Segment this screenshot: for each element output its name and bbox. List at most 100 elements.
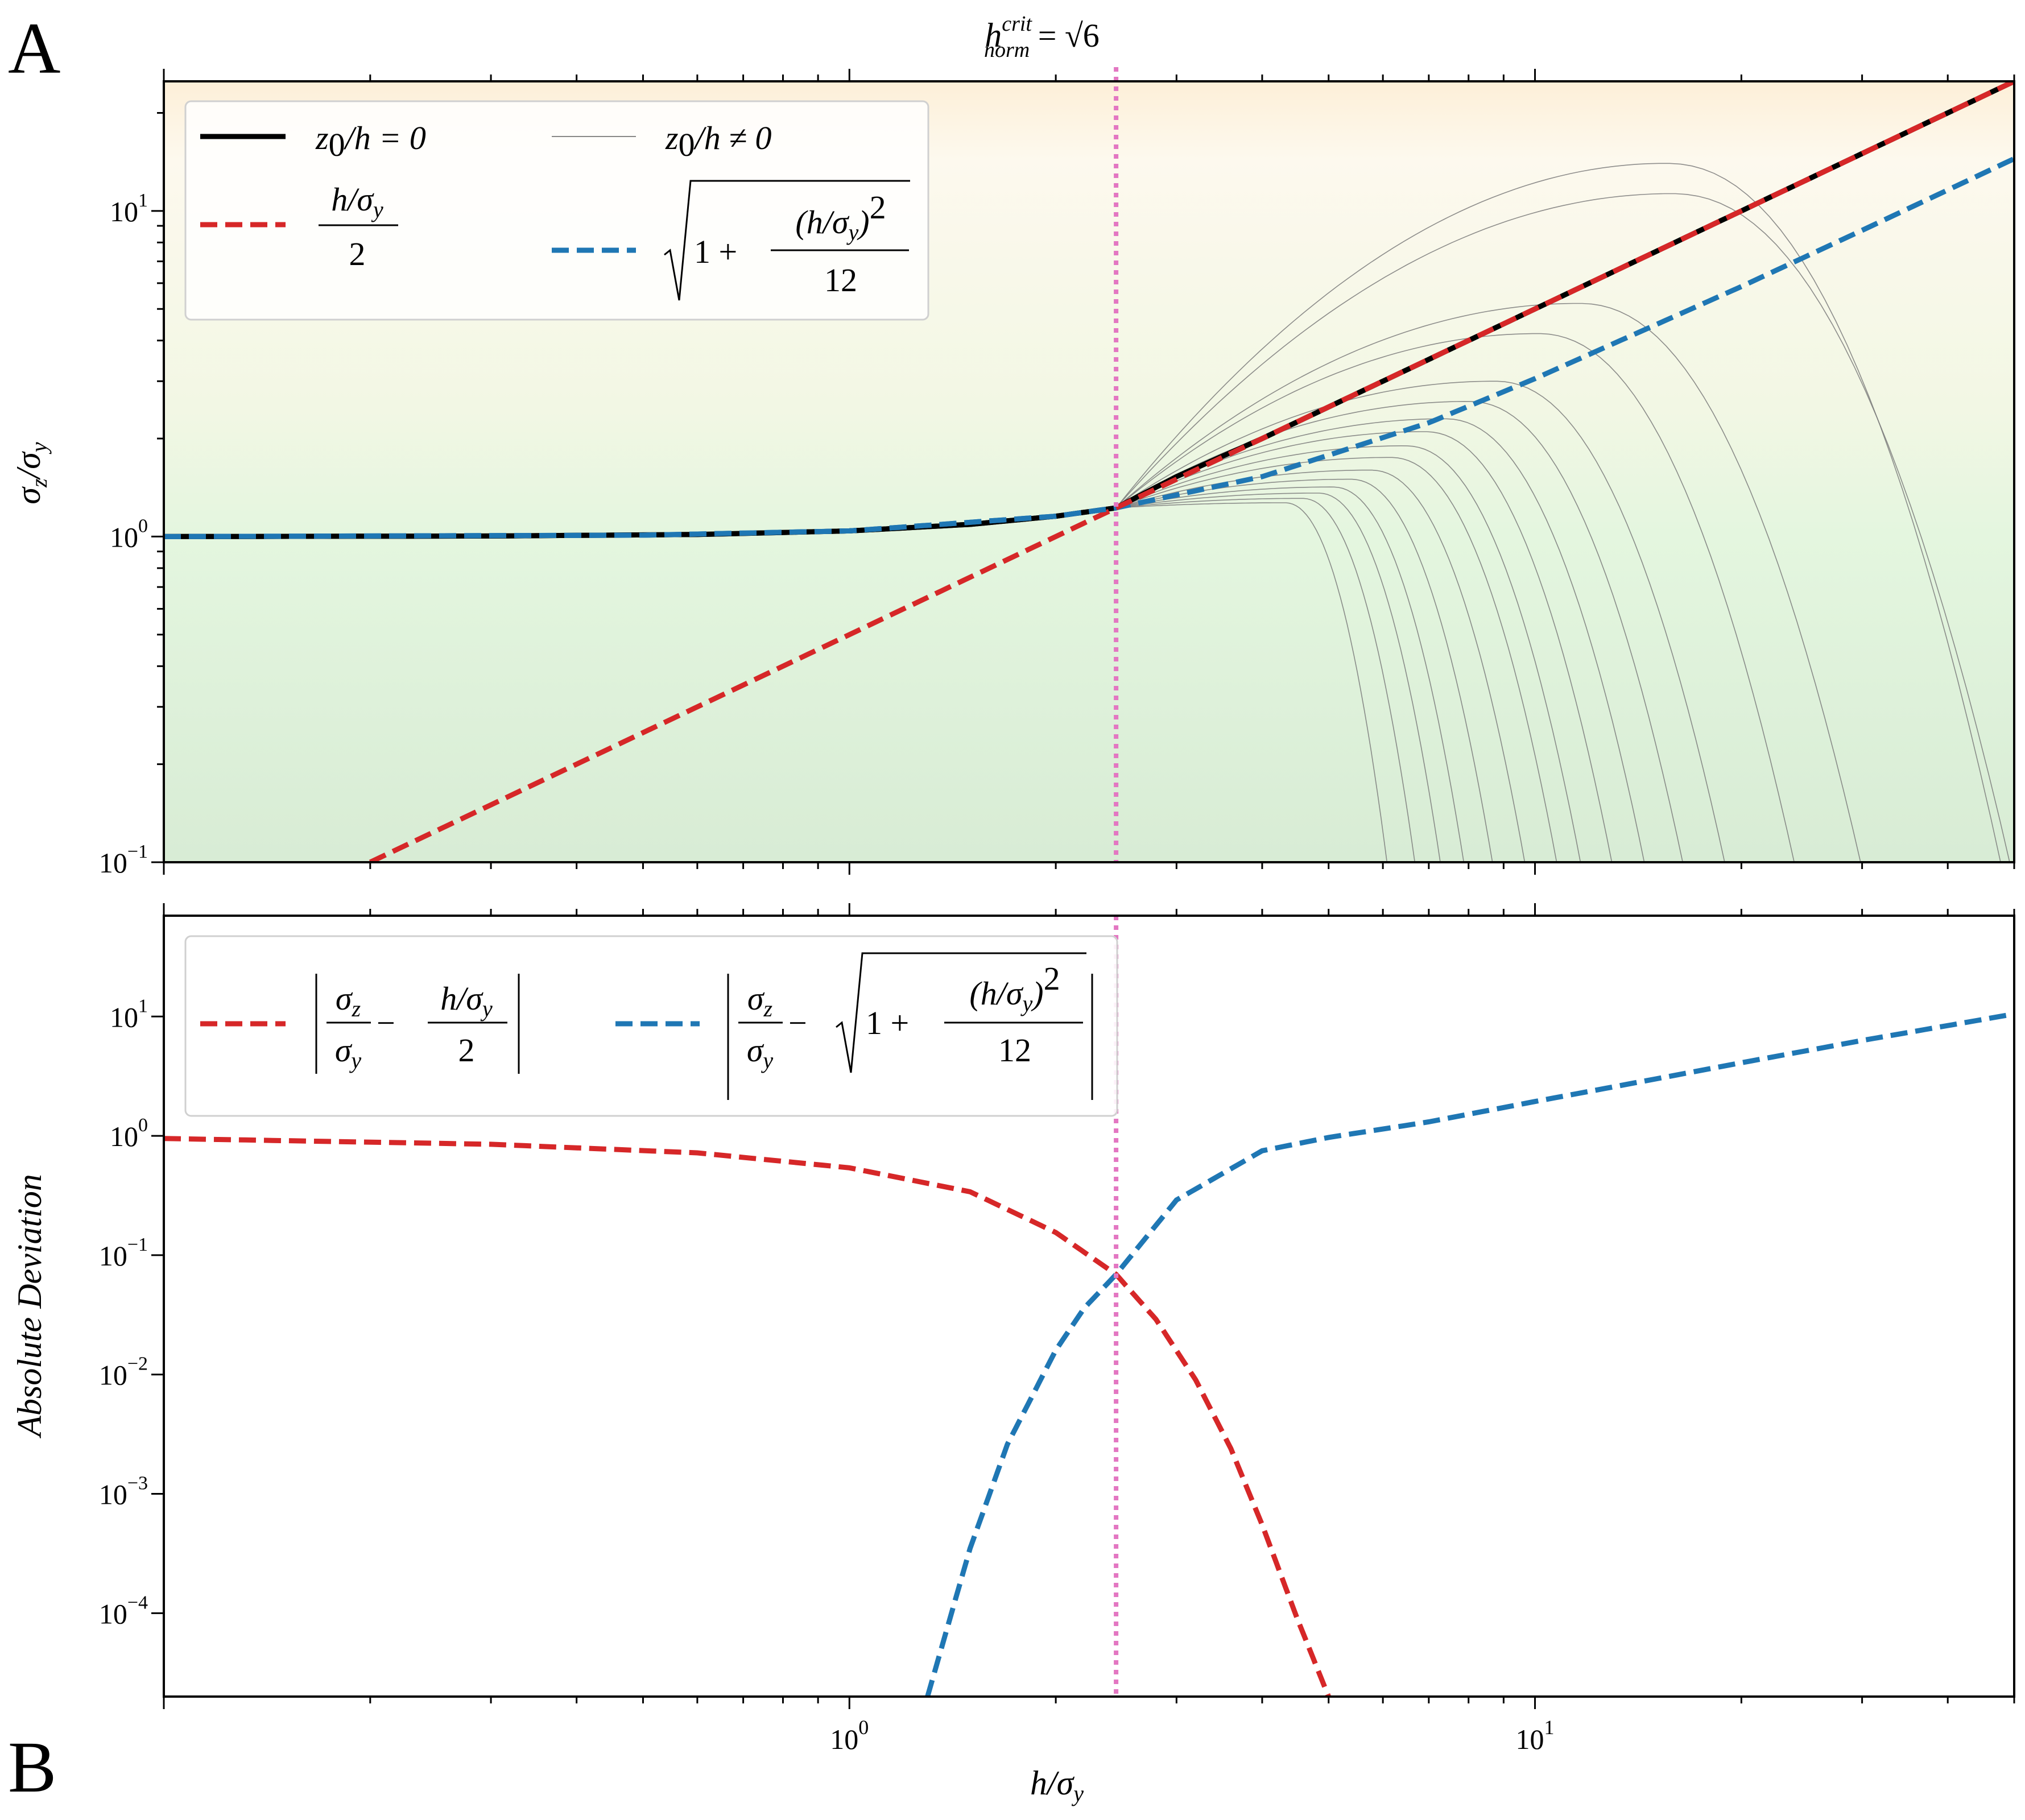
legend-a-black-sub: 0 <box>329 126 345 163</box>
legend-b-blue-num2-post: ) <box>1031 975 1043 1012</box>
b-xtick-label-1: 101 <box>1516 1716 1555 1755</box>
legend-a-blue-num-sub: y <box>846 220 858 245</box>
legend-a-blue-num-post: ) <box>857 204 869 241</box>
panel-b-letter: B <box>8 1727 56 1807</box>
ylabel-b: Absolute Deviation <box>11 1174 48 1439</box>
legend-b-blue-pre: 1 + <box>866 1004 909 1041</box>
b-ytick-label-2: 10−1 <box>99 1234 148 1272</box>
legend-b-blue-formula: σz σy − 1 + (h/σy)2 12 <box>727 952 1093 1100</box>
panel-b-frame <box>163 915 2015 1698</box>
legend-b-blue-num1: σ <box>747 980 765 1017</box>
critical-label-eq: = <box>1030 17 1065 54</box>
svg-text:σy: σy <box>335 1032 362 1073</box>
legend-a-red-fraction: h/σy 2 <box>319 181 398 272</box>
a-thin-curve-13 <box>1115 493 1441 862</box>
legend-b-red-num1-sub: z <box>352 996 361 1021</box>
legend-a-red-den: 2 <box>349 235 366 272</box>
panel-a-tick-labels: 101 100 10−1 <box>99 190 148 879</box>
svg-text:σz/σy: σz/σy <box>10 442 52 504</box>
legend-b-red-minus: − <box>377 1004 395 1041</box>
legend-b-red-num2: h/σ <box>440 980 483 1017</box>
legend-a-blue-num: (h/σ <box>795 204 849 241</box>
legend-b-red-num1: σ <box>336 980 353 1017</box>
svg-text:h/σy: h/σy <box>440 980 493 1021</box>
a-ytick-label-2: 10−1 <box>99 841 148 879</box>
legend-a-thin-rest: /h ≠ 0 <box>693 119 772 156</box>
xlabel-b-main: h/σ <box>1030 1764 1075 1802</box>
legend-a-black-rest: /h = 0 <box>344 119 426 156</box>
a-thin-curve-8 <box>1115 445 1581 862</box>
a-thin-curve-12 <box>1115 486 1465 862</box>
a-thin-curve-15 <box>1116 502 1388 862</box>
legend-b-blue-den1: σ <box>747 1032 764 1069</box>
a-thin-curve-5 <box>1115 400 1684 862</box>
ylabel-a-slash: /σ <box>10 451 47 481</box>
svg-text:z0/h ≠ 0: z0/h ≠ 0 <box>665 119 772 163</box>
a-series-2-overlay <box>164 505 1117 539</box>
legend-a-blue-den: 12 <box>824 262 857 299</box>
panel-b: 101 100 10−1 10−2 10−3 10−4 100 101 B Absolute … <box>8 903 2015 1807</box>
legend-b: σz σy − h/σy 2 σz σy − 1 + (h/σy)2 <box>184 935 1118 1117</box>
legend-a-blue-pre: 1 + <box>694 233 737 270</box>
legend-a: z0/h = 0 z0/h ≠ 0 h/σy 2 1 + (h/σy)2 12 <box>184 100 929 321</box>
legend-a-thin-main: z <box>665 119 679 156</box>
a-thin-curve-3 <box>1115 333 1795 862</box>
legend-b-sqrt-sign <box>836 952 1086 1073</box>
a-ytick-label-1: 100 <box>110 515 148 553</box>
critical-label-sub: norm <box>984 38 1030 62</box>
svg-text:σz: σz <box>336 980 361 1021</box>
a-thin-curve-4 <box>1115 380 1725 862</box>
legend-b-blue-den2: 12 <box>998 1032 1031 1069</box>
panel-a-ticks <box>151 69 2015 875</box>
critical-label-base: h <box>985 16 1002 54</box>
legend-a-sqrt-sign <box>664 180 910 301</box>
ylabel-a-sigma: σ <box>10 486 47 504</box>
legend-a-thin-sub: 0 <box>679 126 695 163</box>
legend-b-blue-den1-sub: y <box>761 1048 773 1073</box>
legend-b-blue-num2: (h/σ <box>969 975 1023 1012</box>
legend-a-black-main: z <box>315 119 329 156</box>
a-thin-curve-1 <box>1115 193 2010 862</box>
legend-a-blue-num-sup: 2 <box>870 189 886 226</box>
legend-b-red-den1: σ <box>335 1032 353 1069</box>
b-ytick-label-0: 101 <box>110 995 148 1033</box>
legend-b-red-den2: 2 <box>458 1032 475 1069</box>
panel-b-xlabel: h/σy <box>1030 1764 1084 1806</box>
panel-a-series <box>164 81 2014 862</box>
legend-a-box <box>184 100 929 321</box>
ylabel-a-sub: z <box>26 478 52 488</box>
svg-text:σy: σy <box>747 1032 774 1073</box>
critical-label: hcrit norm = √6 <box>984 12 1100 62</box>
a-ytick-label-0: 101 <box>110 190 148 228</box>
legend-a-blue-formula: 1 + (h/σy)2 12 <box>664 180 910 301</box>
svg-text:(h/σy)2: (h/σy)2 <box>795 189 886 245</box>
legend-b-blue-num2-sup: 2 <box>1044 960 1060 997</box>
b-series-1 <box>925 1011 2014 1697</box>
panel-a-letter: A <box>8 8 60 89</box>
svg-text:(h/σy)2: (h/σy)2 <box>969 960 1060 1016</box>
legend-b-red-num2-sub: y <box>480 996 493 1021</box>
panel-b-ylabel: Absolute Deviation <box>11 1174 48 1439</box>
critical-label-value: √6 <box>1065 17 1100 54</box>
panel-a-ylabel: σz/σy <box>10 442 52 504</box>
a-thin-curve-10 <box>1115 469 1526 862</box>
panel-a-frame <box>163 80 2015 863</box>
xlabel-b-sub: y <box>1071 1781 1084 1806</box>
legend-a-red-num-sub: y <box>371 197 383 222</box>
critical-label-sup: crit <box>1002 12 1032 36</box>
panel-a-thin-curves <box>1115 163 2010 862</box>
ylabel-a-sub2: y <box>26 442 52 454</box>
panel-b-tick-labels: 101 100 10−1 10−2 10−3 10−4 100 101 <box>99 995 1555 1755</box>
legend-b-blue-num2-sub: y <box>1020 991 1032 1016</box>
a-thin-curve-0 <box>1115 163 2001 862</box>
b-ytick-label-3: 10−2 <box>99 1354 148 1391</box>
b-ytick-label-5: 10−4 <box>99 1592 148 1629</box>
b-xtick-label-0: 100 <box>830 1716 869 1755</box>
a-thin-curve-7 <box>1115 431 1613 862</box>
a-thin-curve-2 <box>1115 303 1861 862</box>
legend-b-blue-num1-sub: z <box>763 996 773 1021</box>
legend-b-red-formula: σz σy − h/σy 2 <box>315 974 520 1074</box>
